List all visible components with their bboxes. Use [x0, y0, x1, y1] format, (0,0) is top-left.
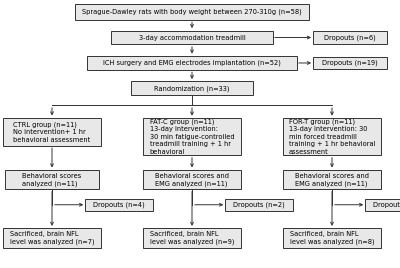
FancyBboxPatch shape — [5, 170, 99, 189]
Text: Randomization (n=33): Randomization (n=33) — [154, 85, 230, 92]
FancyBboxPatch shape — [283, 228, 381, 248]
Text: Behavioral scores
analyzed (n=11): Behavioral scores analyzed (n=11) — [22, 173, 82, 187]
Text: Behavioral scores and
EMG analyzed (n=11): Behavioral scores and EMG analyzed (n=11… — [155, 173, 229, 187]
Text: Dropouts (n=3): Dropouts (n=3) — [373, 202, 400, 208]
Text: 3-day accommodation treadmill: 3-day accommodation treadmill — [139, 35, 245, 40]
Text: Sprague-Dawley rats with body weight between 270-310g (n=58): Sprague-Dawley rats with body weight bet… — [82, 9, 302, 15]
Text: ICH surgery and EMG electrodes implantation (n=52): ICH surgery and EMG electrodes implantat… — [103, 60, 281, 66]
Text: Sacrificed, brain NFL
level was analyzed (n=9): Sacrificed, brain NFL level was analyzed… — [150, 231, 234, 245]
FancyBboxPatch shape — [143, 228, 241, 248]
Text: Sacrificed, brain NFL
level was analyzed (n=7): Sacrificed, brain NFL level was analyzed… — [10, 231, 94, 245]
FancyBboxPatch shape — [283, 118, 381, 155]
Text: Sacrificed, brain NFL
level was analyzed (n=8): Sacrificed, brain NFL level was analyzed… — [290, 231, 374, 245]
Text: Dropouts (n=4): Dropouts (n=4) — [93, 202, 145, 208]
FancyBboxPatch shape — [86, 199, 153, 211]
FancyBboxPatch shape — [226, 199, 293, 211]
FancyBboxPatch shape — [143, 118, 241, 155]
Text: CTRL group (n=11)
No intervention+ 1 hr
behavioral assessment: CTRL group (n=11) No intervention+ 1 hr … — [13, 121, 91, 143]
FancyBboxPatch shape — [111, 31, 273, 44]
Text: Behavioral scores and
EMG analyzed (n=11): Behavioral scores and EMG analyzed (n=11… — [295, 173, 369, 187]
FancyBboxPatch shape — [75, 4, 309, 20]
Text: FOR-T group (n=11)
13-day intervention: 30
min forced treadmill
training + 1 hr : FOR-T group (n=11) 13-day intervention: … — [289, 118, 375, 155]
Text: Dropouts (n=2): Dropouts (n=2) — [233, 202, 285, 208]
Text: FAT-C group (n=11)
13-day intervention:
30 min fatigue-controlled
treadmill trai: FAT-C group (n=11) 13-day intervention: … — [150, 118, 234, 155]
FancyBboxPatch shape — [313, 31, 387, 44]
FancyBboxPatch shape — [3, 228, 101, 248]
FancyBboxPatch shape — [131, 81, 253, 95]
FancyBboxPatch shape — [283, 170, 381, 189]
FancyBboxPatch shape — [143, 170, 241, 189]
Text: Dropouts (n=19): Dropouts (n=19) — [322, 60, 378, 66]
FancyBboxPatch shape — [313, 57, 387, 69]
FancyBboxPatch shape — [87, 56, 297, 70]
FancyBboxPatch shape — [3, 118, 101, 146]
Text: Dropouts (n=6): Dropouts (n=6) — [324, 34, 376, 41]
FancyBboxPatch shape — [366, 199, 400, 211]
